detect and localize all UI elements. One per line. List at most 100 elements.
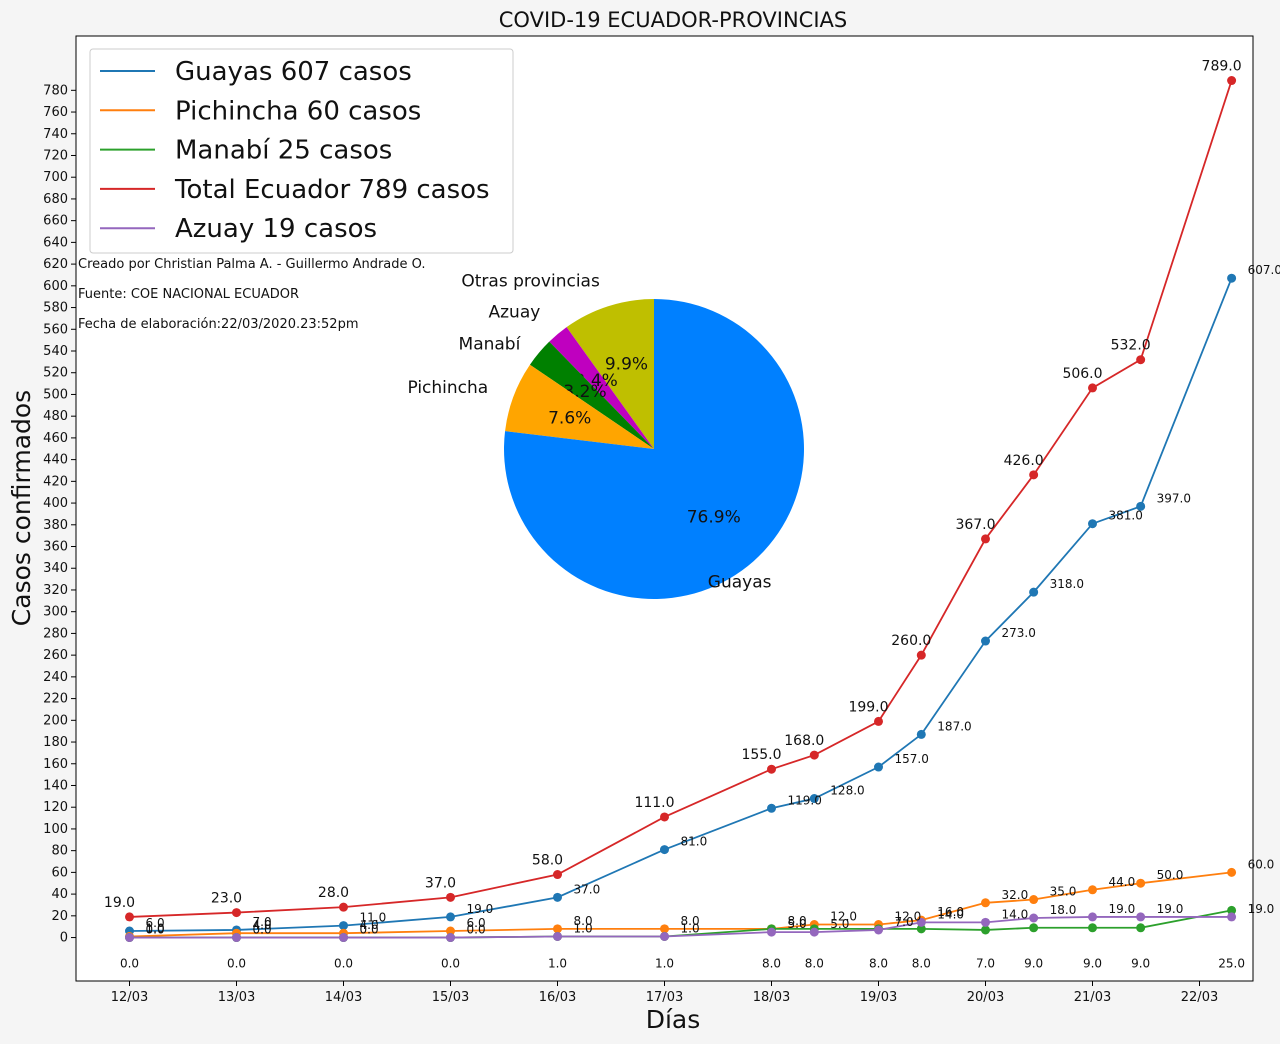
data-point	[660, 812, 669, 822]
data-point	[1029, 587, 1039, 597]
data-point	[660, 924, 669, 934]
data-label: 0.0	[227, 957, 246, 971]
data-label: 532.0	[1111, 338, 1151, 354]
data-label: 14.0	[937, 907, 964, 921]
y-tick-label: 240	[43, 670, 68, 685]
data-label: 8.0	[805, 957, 824, 971]
x-tick-label: 16/03	[539, 990, 576, 1005]
x-axis-label: Días	[646, 1005, 701, 1034]
data-point	[1136, 355, 1146, 365]
data-point	[809, 750, 819, 760]
data-label: 1.0	[681, 921, 700, 935]
data-point	[339, 902, 348, 912]
y-tick-label: 0	[60, 931, 68, 946]
data-label: 0.0	[360, 923, 379, 937]
legend-item: Guayas 607 casos	[175, 57, 412, 87]
y-tick-label: 260	[43, 648, 68, 663]
y-tick-label: 520	[43, 366, 68, 381]
series-4	[125, 912, 1237, 943]
data-point	[916, 650, 926, 660]
data-point	[1088, 519, 1097, 529]
data-point	[553, 870, 562, 880]
data-point	[446, 933, 455, 943]
data-point	[1136, 912, 1146, 922]
data-label: 50.0	[1157, 868, 1184, 882]
data-point	[232, 908, 241, 918]
pie-label: Azuay	[489, 302, 541, 322]
data-label: 367.0	[955, 517, 995, 533]
data-label: 19.0	[104, 895, 135, 911]
y-tick-label: 600	[43, 279, 68, 294]
x-tick-label: 17/03	[646, 990, 683, 1005]
data-label: 60.0	[1248, 857, 1275, 871]
y-tick-label: 760	[43, 105, 68, 120]
pie-label: Otras provincias	[461, 271, 600, 291]
data-point	[125, 912, 134, 922]
data-point	[1088, 885, 1097, 895]
data-label: 9.0	[1024, 957, 1043, 971]
data-label: 1.0	[548, 957, 567, 971]
pie-slice	[549, 327, 654, 449]
pie-pct: 7.6%	[548, 408, 591, 428]
x-tick-label: 12/03	[111, 990, 148, 1005]
data-point	[553, 931, 562, 941]
data-label: 128.0	[830, 784, 864, 798]
legend-box	[89, 48, 514, 254]
y-tick-label: 400	[43, 496, 68, 511]
data-point	[1088, 383, 1097, 393]
data-label: 16.0	[937, 905, 964, 919]
data-point	[553, 892, 562, 902]
data-label: 44.0	[1109, 875, 1136, 889]
pie-slice	[566, 299, 654, 449]
pie-slice	[503, 299, 804, 599]
data-label: 273.0	[1002, 626, 1036, 640]
y-tick-label: 620	[43, 257, 68, 272]
data-point	[446, 912, 455, 922]
y-tick-label: 40	[51, 887, 68, 902]
y-tick-label: 640	[43, 235, 68, 250]
data-label: 1.0	[655, 957, 674, 971]
data-label: 8.0	[788, 914, 807, 928]
series-layer: 6.0 7.0 11.0 19.0 37.0 81.0 119.0 128.0 157.0 187…	[104, 59, 1280, 971]
data-point	[1029, 470, 1039, 480]
data-label: 0.0	[441, 957, 460, 971]
data-point	[916, 924, 926, 934]
data-label: 18.0	[1050, 903, 1077, 917]
y-axis-ticks: 0 20 40 60 80 100 120 140 160 180 200 220 240 260 280 3…	[43, 83, 76, 946]
data-label: 0.0	[120, 957, 139, 971]
data-label: 14.0	[1002, 907, 1029, 921]
y-tick-label: 420	[43, 474, 68, 489]
data-point	[1227, 76, 1237, 86]
data-label: 7.0	[895, 915, 914, 929]
data-label: 506.0	[1062, 366, 1102, 382]
data-point	[1088, 923, 1097, 933]
data-label: 426.0	[1004, 453, 1044, 469]
legend-item: Azuay 19 casos	[175, 214, 377, 244]
annotation-source: Fuente: COE NACIONAL ECUADOR	[78, 287, 299, 302]
data-label: 58.0	[532, 853, 563, 869]
data-point	[981, 898, 990, 908]
data-label: 381.0	[1109, 509, 1143, 523]
y-tick-label: 700	[43, 170, 68, 185]
data-label: 119.0	[788, 793, 822, 807]
data-point	[660, 931, 669, 941]
y-tick-label: 220	[43, 692, 68, 707]
data-point	[1227, 912, 1237, 922]
data-point	[1227, 905, 1237, 915]
y-tick-label: 460	[43, 431, 68, 446]
data-point	[874, 925, 883, 935]
x-tick-label: 18/03	[753, 990, 790, 1005]
data-point	[446, 892, 455, 902]
data-point	[981, 534, 990, 544]
data-label: 5.0	[830, 917, 849, 931]
series-3	[125, 76, 1237, 922]
data-point	[125, 933, 134, 943]
data-label: 19.0	[1157, 902, 1184, 916]
data-label: 7.0	[253, 915, 272, 929]
annotation-date: Fecha de elaboración:22/03/2020.23:52pm	[78, 317, 359, 332]
data-point	[767, 803, 776, 813]
x-tick-label: 21/03	[1074, 990, 1111, 1005]
data-label: 187.0	[937, 719, 971, 733]
data-point	[446, 926, 455, 936]
x-tick-label: 15/03	[432, 990, 469, 1005]
